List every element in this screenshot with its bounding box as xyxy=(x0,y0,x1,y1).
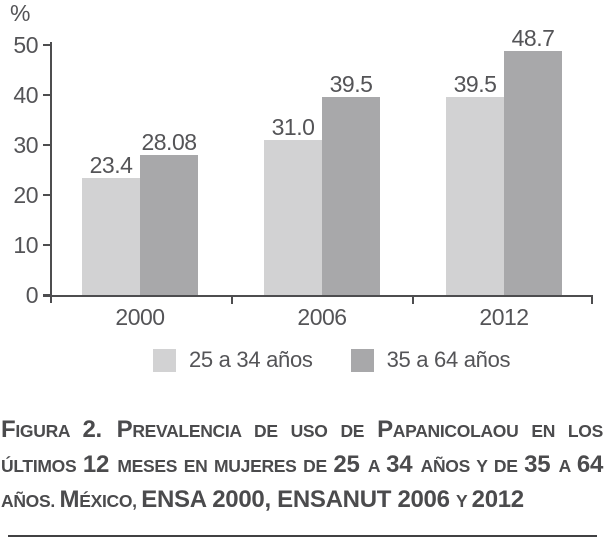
caption-segment: a xyxy=(558,456,577,476)
bar-value-label: 28.08 xyxy=(141,129,197,155)
caption-segment: ENSA 2000, ENSANUT 2006 xyxy=(141,486,457,513)
legend-swatch xyxy=(153,348,176,372)
y-tick-label: 50 xyxy=(13,32,38,58)
y-tick-mark xyxy=(43,44,51,46)
bar-value-label: 23.4 xyxy=(89,152,133,178)
caption-segment: 2. P xyxy=(82,416,133,443)
legend-swatch xyxy=(350,348,374,372)
figure-caption: Figura 2. Prevalencia de uso de Papanico… xyxy=(1,412,603,517)
bar-35-a-64-años-2000 xyxy=(140,155,198,295)
caption-line: Figura 2. Prevalencia de uso de Papanico… xyxy=(1,412,603,447)
caption-segment: años y de xyxy=(420,456,525,476)
y-tick-mark xyxy=(43,144,51,146)
caption-segment: M xyxy=(59,486,80,513)
caption-segment: años. xyxy=(1,491,60,511)
x-tick-mark xyxy=(412,295,414,304)
bar-25-a-34-años-2000 xyxy=(82,178,140,295)
caption-segment: igura xyxy=(15,421,83,441)
caption-segment: 25 xyxy=(333,451,368,478)
bar-value-label: 31.0 xyxy=(271,114,315,140)
bar-value-label: 39.5 xyxy=(453,71,497,97)
caption-segment: y xyxy=(456,491,472,511)
x-category-label-2012: 2012 xyxy=(479,304,529,330)
y-tick-mark xyxy=(43,194,51,196)
caption-segment: 12 xyxy=(82,451,118,478)
y-tick-label: 40 xyxy=(13,82,38,108)
caption-segment: 34 xyxy=(386,451,421,478)
legend-item: 35 a 64 años xyxy=(350,347,511,373)
caption-segment: éxico, xyxy=(79,491,142,511)
bottom-rule-divider xyxy=(8,535,597,537)
bar-35-a-64-años-2006 xyxy=(322,97,380,295)
y-tick-label: 20 xyxy=(13,182,38,208)
legend-label: 35 a 64 años xyxy=(386,347,511,372)
caption-segment: a xyxy=(367,456,387,476)
y-tick-mark xyxy=(43,294,51,296)
caption-segment: 2012 xyxy=(471,486,525,513)
y-tick-mark xyxy=(43,94,51,96)
bar-chart: % 0 10 20 30 40 50 23.4 28.08 2000 31.0 39.5 2006 39… xyxy=(10,0,593,330)
bar-25-a-34-años-2012 xyxy=(446,97,504,295)
chart-legend: 25 a 34 años 35 a 64 años xyxy=(153,347,511,373)
bar-25-a-34-años-2006 xyxy=(264,140,322,295)
y-tick-mark xyxy=(43,244,51,246)
caption-segment: revalencia de uso de xyxy=(132,421,378,441)
caption-segment: apanicolaou en los xyxy=(392,421,604,441)
y-tick-label: 0 xyxy=(25,282,39,308)
caption-segment: P xyxy=(377,416,393,443)
legend-label: 25 a 34 años xyxy=(189,347,313,372)
legend-item: 25 a 34 años xyxy=(153,347,313,373)
caption-segment: F xyxy=(1,416,16,443)
y-axis-line xyxy=(50,42,52,303)
x-tick-mark xyxy=(231,295,233,304)
y-tick-label: 10 xyxy=(13,232,38,258)
caption-segment: 35 xyxy=(524,451,559,478)
x-axis-line xyxy=(43,295,593,297)
bar-value-label: 39.5 xyxy=(329,71,373,97)
y-tick-label: 30 xyxy=(13,132,38,158)
caption-segment: 64 xyxy=(576,451,604,478)
y-axis-unit-label: % xyxy=(10,0,31,26)
caption-line: últimos 12 meses en mujeres de 25 a 34 a… xyxy=(1,447,603,482)
caption-segment: meses en mujeres de xyxy=(117,456,334,476)
x-category-label-2006: 2006 xyxy=(297,304,347,330)
bar-35-a-64-años-2012 xyxy=(504,51,562,295)
x-tick-mark xyxy=(591,295,593,304)
caption-line: años. México, ENSA 2000, ENSANUT 2006 y … xyxy=(1,482,603,517)
bar-value-label: 48.7 xyxy=(511,25,555,51)
x-category-label-2000: 2000 xyxy=(115,304,165,330)
caption-segment: últimos xyxy=(1,456,83,476)
